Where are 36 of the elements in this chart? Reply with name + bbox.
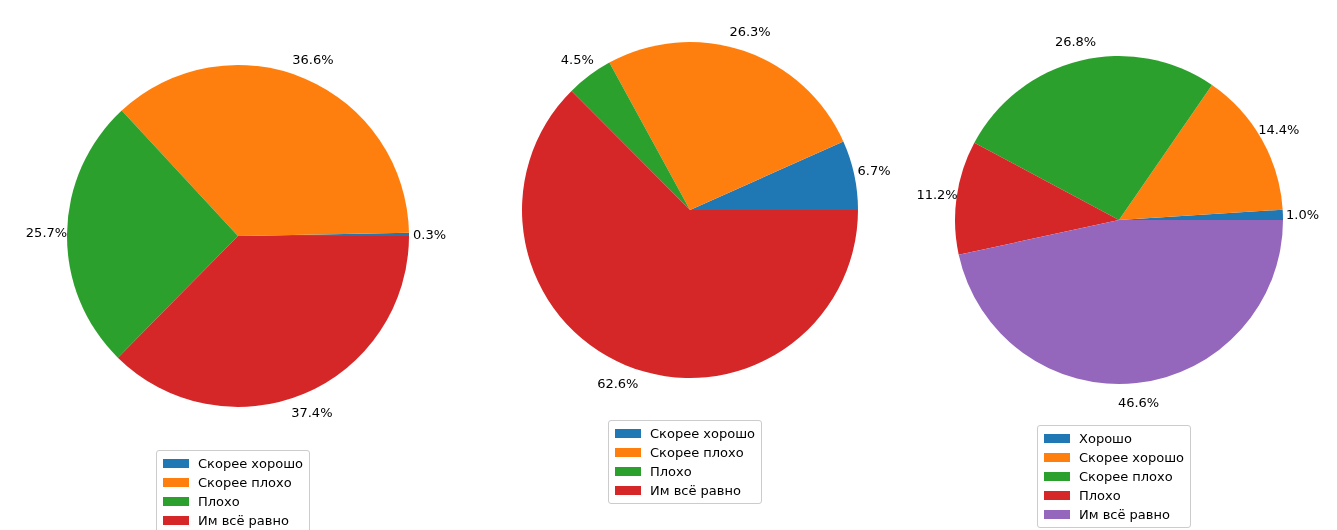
pie-slice <box>121 65 409 236</box>
pie-slice <box>117 236 409 407</box>
legend-label: Скорее хорошо <box>650 426 755 441</box>
data-label: 25.7% <box>25 225 68 241</box>
data-label: 26.8% <box>1054 34 1097 50</box>
legend-label: Плохо <box>1079 488 1121 503</box>
legend-label: Скорее хорошо <box>198 456 303 471</box>
data-label: 46.6% <box>1117 395 1160 411</box>
legend-label: Скорее плохо <box>650 445 744 460</box>
legend-label: Хорошо <box>1079 431 1132 446</box>
legend-label: Плохо <box>650 464 692 479</box>
legend-label: Им всё равно <box>198 513 289 528</box>
data-label: 62.6% <box>597 376 639 392</box>
data-label: 0.3% <box>413 226 447 242</box>
pie-slice <box>958 220 1283 384</box>
data-label: 26.3% <box>729 24 771 40</box>
legend-label: Скорее плохо <box>198 475 292 490</box>
data-label: 6.7% <box>857 163 891 179</box>
legend-label: Плохо <box>198 494 240 509</box>
legend-label: Скорее плохо <box>1079 469 1173 484</box>
data-label: 14.4% <box>1258 122 1300 137</box>
pie-slice <box>571 62 690 210</box>
data-label: 1.0% <box>1286 206 1320 222</box>
legend-label: Им всё равно <box>1079 507 1170 522</box>
legend-label: Им всё равно <box>650 483 741 498</box>
data-label: 11.2% <box>916 187 958 203</box>
data-label: 36.6% <box>292 52 334 68</box>
pie-slice <box>522 90 858 378</box>
pie-slice <box>955 142 1119 255</box>
legend-label: Скорее хорошо <box>1079 450 1184 465</box>
pie-slice <box>974 56 1213 220</box>
data-label: 37.4% <box>291 405 333 421</box>
pie-slice <box>67 110 238 358</box>
pie-slice <box>609 42 844 210</box>
pie-slice <box>690 141 858 210</box>
data-label: 4.5% <box>560 51 594 67</box>
